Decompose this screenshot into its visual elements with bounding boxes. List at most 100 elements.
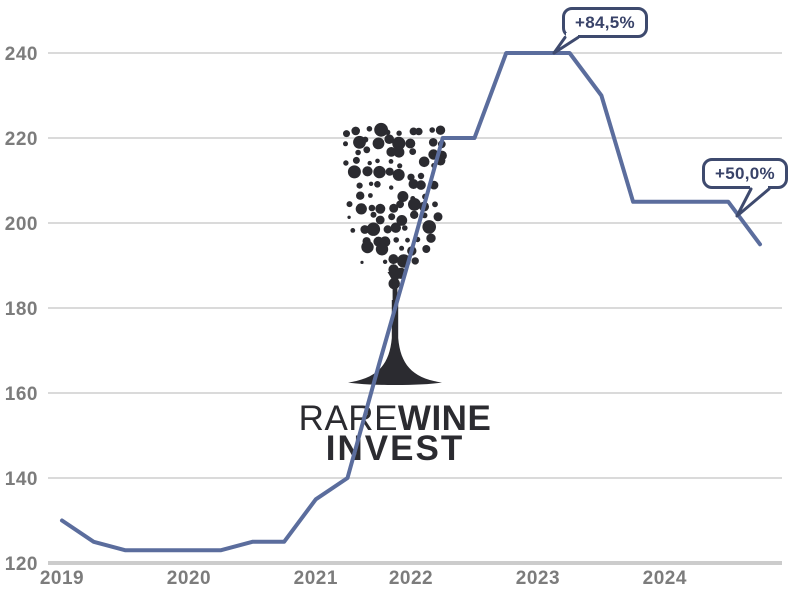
price-line [60, 51, 762, 553]
bubble [366, 222, 381, 236]
bubble [375, 158, 380, 164]
bubble [389, 185, 394, 190]
wineglass-foot-icon [348, 300, 442, 385]
bubble [367, 160, 372, 166]
bubble [433, 212, 443, 222]
y-axis-label: 160 [5, 384, 38, 405]
bubble [396, 130, 402, 136]
bubble [428, 138, 438, 147]
bubble [372, 137, 385, 150]
bubble [362, 166, 373, 177]
bubble [356, 182, 363, 189]
bubble [360, 260, 364, 264]
bubble [393, 146, 405, 158]
bubble [397, 163, 403, 169]
bubble [343, 141, 348, 147]
bubble [409, 148, 417, 156]
watermark-rare-text: RARE [299, 399, 398, 438]
bubble [388, 159, 394, 164]
bubble [432, 201, 438, 208]
annotation-callout-50-0: +50,0% [702, 158, 788, 189]
x-axis-label: 2021 [294, 568, 338, 589]
watermark-wine-text: WINE [398, 399, 491, 438]
bubble [368, 181, 374, 186]
gridlines [48, 52, 782, 565]
bubble [408, 179, 419, 189]
bubble [382, 259, 388, 264]
bubble [396, 200, 404, 209]
y-axis-label: 140 [5, 469, 38, 490]
bubble [392, 136, 406, 150]
y-axis-label: 220 [5, 129, 38, 150]
bubble [408, 198, 421, 211]
bubble [343, 160, 349, 166]
bubble [409, 127, 418, 136]
bubble [416, 180, 426, 190]
bubble [405, 237, 410, 243]
y-axis-label: 180 [5, 299, 38, 320]
bubble [350, 228, 356, 233]
bubble [417, 172, 425, 180]
bubble [343, 130, 350, 138]
bubble [393, 237, 400, 243]
bubble [415, 127, 423, 136]
bubble [352, 156, 360, 164]
bubble [373, 165, 386, 179]
bubble [411, 257, 419, 265]
bubble [388, 213, 396, 221]
bubble [355, 203, 367, 215]
bubble [392, 168, 405, 181]
wineglass-bowl-tip-icon [387, 272, 403, 285]
watermark-brand-text: RAREWINE [299, 399, 492, 438]
bubble [355, 149, 361, 156]
x-axis-label: 2022 [389, 568, 433, 589]
bubble [405, 138, 416, 149]
bubble [429, 127, 436, 133]
bubble [426, 233, 436, 243]
bubble [384, 129, 391, 136]
bubble [351, 126, 361, 136]
bubble [422, 220, 437, 234]
bubble [422, 245, 431, 253]
bubble [356, 191, 365, 200]
watermark-wineglass: RAREWINE INVEST [299, 122, 492, 468]
bubble [374, 122, 388, 137]
annotation-callout-84-5: +84,5% [562, 7, 648, 38]
bubble [410, 210, 419, 219]
bubble [366, 126, 373, 132]
bubble [375, 203, 386, 214]
price-line-layer [60, 51, 762, 553]
bubble [362, 136, 369, 143]
bubble [363, 146, 371, 154]
bubble [396, 215, 408, 226]
bubble [407, 173, 415, 181]
bubble [435, 125, 446, 135]
bubble [397, 191, 409, 202]
x-axis-label: 2020 [167, 568, 211, 589]
bubble [374, 181, 381, 188]
x-axis-label: 2024 [643, 568, 687, 589]
bubble [390, 222, 401, 233]
bubble [399, 245, 405, 251]
watermark-invest-text: INVEST [326, 429, 464, 468]
bubble [375, 243, 389, 256]
bubble [368, 193, 373, 198]
bubble [370, 211, 377, 218]
bubble [384, 134, 395, 144]
bubble [361, 240, 374, 254]
x-axis-label: 2019 [40, 568, 84, 589]
bubble [389, 203, 399, 213]
y-axis-label: 120 [5, 554, 38, 575]
bubble [388, 254, 399, 265]
bubble [346, 201, 353, 208]
bubble [347, 165, 361, 179]
bubble [383, 225, 392, 234]
bubble [368, 204, 376, 212]
bubble [418, 156, 430, 168]
y-axis-label: 240 [5, 44, 38, 65]
bubble [402, 225, 408, 231]
bubble [385, 167, 394, 176]
